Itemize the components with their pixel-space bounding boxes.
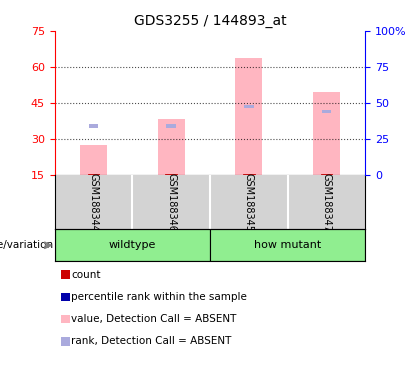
Bar bbox=[166, 124, 176, 128]
Bar bbox=[322, 109, 331, 113]
Bar bbox=[89, 124, 98, 128]
Bar bbox=[313, 92, 340, 175]
Text: how mutant: how mutant bbox=[254, 240, 321, 250]
Text: genotype/variation: genotype/variation bbox=[0, 240, 53, 250]
Title: GDS3255 / 144893_at: GDS3255 / 144893_at bbox=[134, 14, 286, 28]
Text: wildtype: wildtype bbox=[109, 240, 156, 250]
Bar bbox=[55, 230, 210, 261]
Text: count: count bbox=[71, 270, 101, 280]
Text: value, Detection Call = ABSENT: value, Detection Call = ABSENT bbox=[71, 314, 237, 324]
Text: percentile rank within the sample: percentile rank within the sample bbox=[71, 292, 247, 302]
Text: rank, Detection Call = ABSENT: rank, Detection Call = ABSENT bbox=[71, 336, 232, 346]
Bar bbox=[80, 145, 107, 175]
Bar bbox=[235, 58, 262, 175]
Text: GSM188345: GSM188345 bbox=[244, 173, 254, 232]
Bar bbox=[210, 230, 365, 261]
Text: GSM188347: GSM188347 bbox=[322, 173, 331, 232]
Text: GSM188346: GSM188346 bbox=[166, 173, 176, 232]
Bar bbox=[244, 105, 254, 108]
Bar bbox=[158, 119, 185, 175]
Text: GSM188344: GSM188344 bbox=[89, 173, 98, 232]
